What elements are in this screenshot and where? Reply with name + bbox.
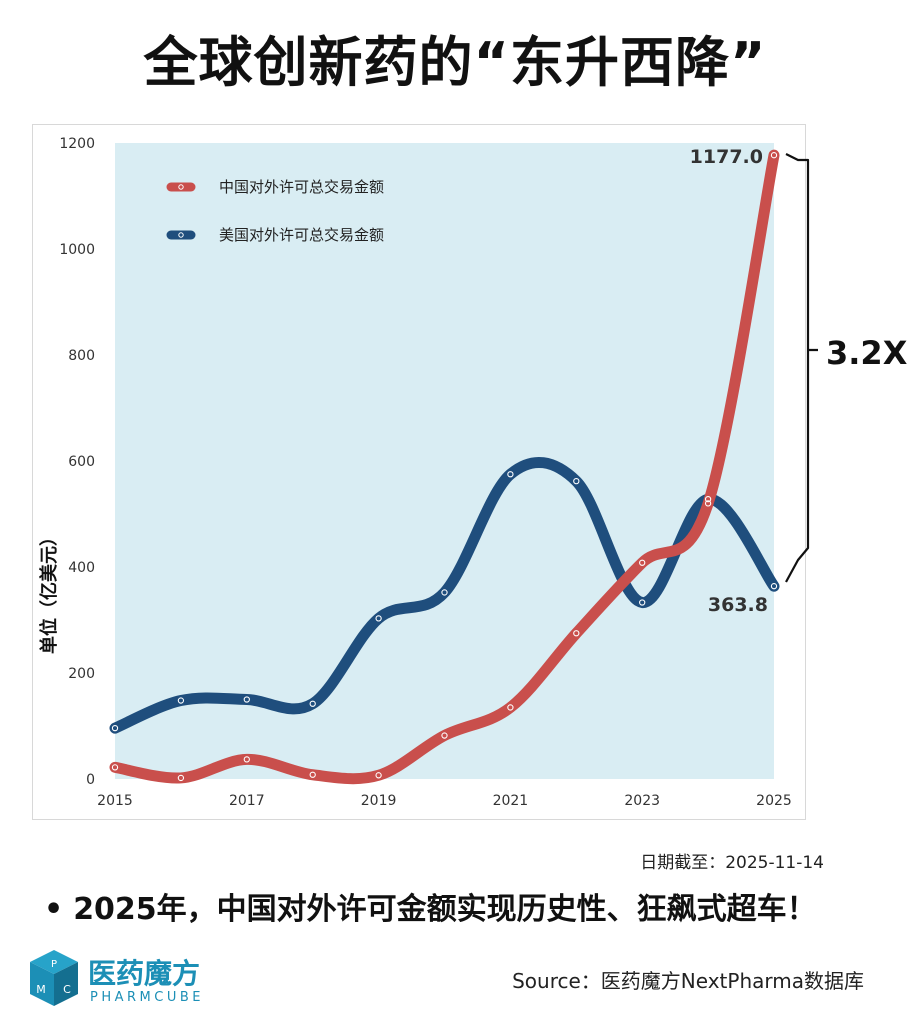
x-tick-label: 2015 — [97, 793, 133, 809]
chart-frame: 0 200 400 600 800 1000 1200 2015 2017 2019 2021 20… — [32, 124, 806, 820]
y-tick-label: 200 — [68, 666, 95, 682]
legend-label: 中国对外许可总交易金额 — [219, 178, 384, 196]
logo-letter-p: P — [51, 959, 57, 970]
china-data-point — [507, 704, 514, 711]
x-tick-label: 2019 — [361, 793, 397, 809]
headline-text: 2025年，中国对外许可金额实现历史性、狂飙式超车！ — [73, 892, 817, 927]
china-data-point — [243, 756, 250, 763]
y-tick-label: 800 — [68, 348, 95, 364]
legend-swatch-marker — [178, 232, 184, 238]
y-tick-label: 0 — [86, 772, 95, 788]
x-tick-label: 2021 — [493, 793, 529, 809]
usa-data-point — [177, 697, 185, 704]
bullet: • — [44, 892, 64, 927]
headline: • 2025年，中国对外许可金额实现历史性、狂飙式超车！ — [44, 884, 817, 928]
y-tick-label: 1000 — [59, 242, 95, 258]
usa-data-point — [375, 615, 382, 622]
y-axis-label: 单位（亿美元） — [38, 528, 60, 654]
usa-data-point — [573, 477, 580, 485]
y-tick-label: 600 — [68, 454, 95, 470]
line-chart: 0 200 400 600 800 1000 1200 2015 2017 2019 2021 20… — [38, 136, 792, 809]
y-tick-label: 400 — [68, 560, 95, 576]
usa-data-point — [243, 696, 250, 703]
china-data-point — [441, 732, 448, 739]
china-data-point — [309, 771, 316, 778]
ratio-label: 3.2X — [826, 334, 908, 372]
logo-cn-text: 医药魔方 — [88, 957, 201, 990]
usa-data-point — [704, 496, 712, 503]
china-data-point — [573, 630, 580, 637]
x-tick-label: 2025 — [756, 793, 792, 809]
china-end-value-label: 1177.0 — [690, 146, 763, 168]
usa-data-point — [309, 700, 316, 707]
usa-data-point — [111, 724, 119, 732]
china-data-point — [111, 764, 119, 771]
pharmcube-logo-icon: P M C — [30, 950, 78, 1006]
plot-area — [115, 143, 774, 779]
source-text: Source：医药魔方NextPharma数据库 — [512, 969, 864, 993]
usa-data-point — [639, 599, 646, 606]
cube-left — [30, 962, 54, 1006]
china-data-point — [770, 152, 778, 159]
china-data-point — [639, 559, 646, 566]
logo-en-text: PHARMCUBE — [90, 990, 204, 1005]
china-data-point — [375, 772, 382, 779]
logo-letter-m: M — [36, 983, 46, 996]
cutoff-date: 日期截至：2025-11-14 — [640, 853, 824, 873]
logo-letter-c: C — [63, 983, 71, 996]
usa-data-point — [770, 583, 778, 590]
y-tick-label: 1200 — [59, 136, 95, 152]
x-tick-label: 2023 — [624, 793, 660, 809]
x-tick-label: 2017 — [229, 793, 265, 809]
legend-swatch-marker — [178, 184, 184, 190]
china-data-point — [177, 774, 185, 782]
usa-end-value-label: 363.8 — [708, 594, 768, 616]
china-series-line — [109, 149, 780, 785]
china-data-point — [704, 500, 712, 507]
page-title: 全球创新药的“东升西降” — [143, 31, 767, 94]
cube-right — [54, 962, 78, 1006]
usa-data-point — [507, 471, 514, 478]
usa-data-point — [441, 589, 448, 596]
legend-label: 美国对外许可总交易金额 — [219, 226, 384, 244]
